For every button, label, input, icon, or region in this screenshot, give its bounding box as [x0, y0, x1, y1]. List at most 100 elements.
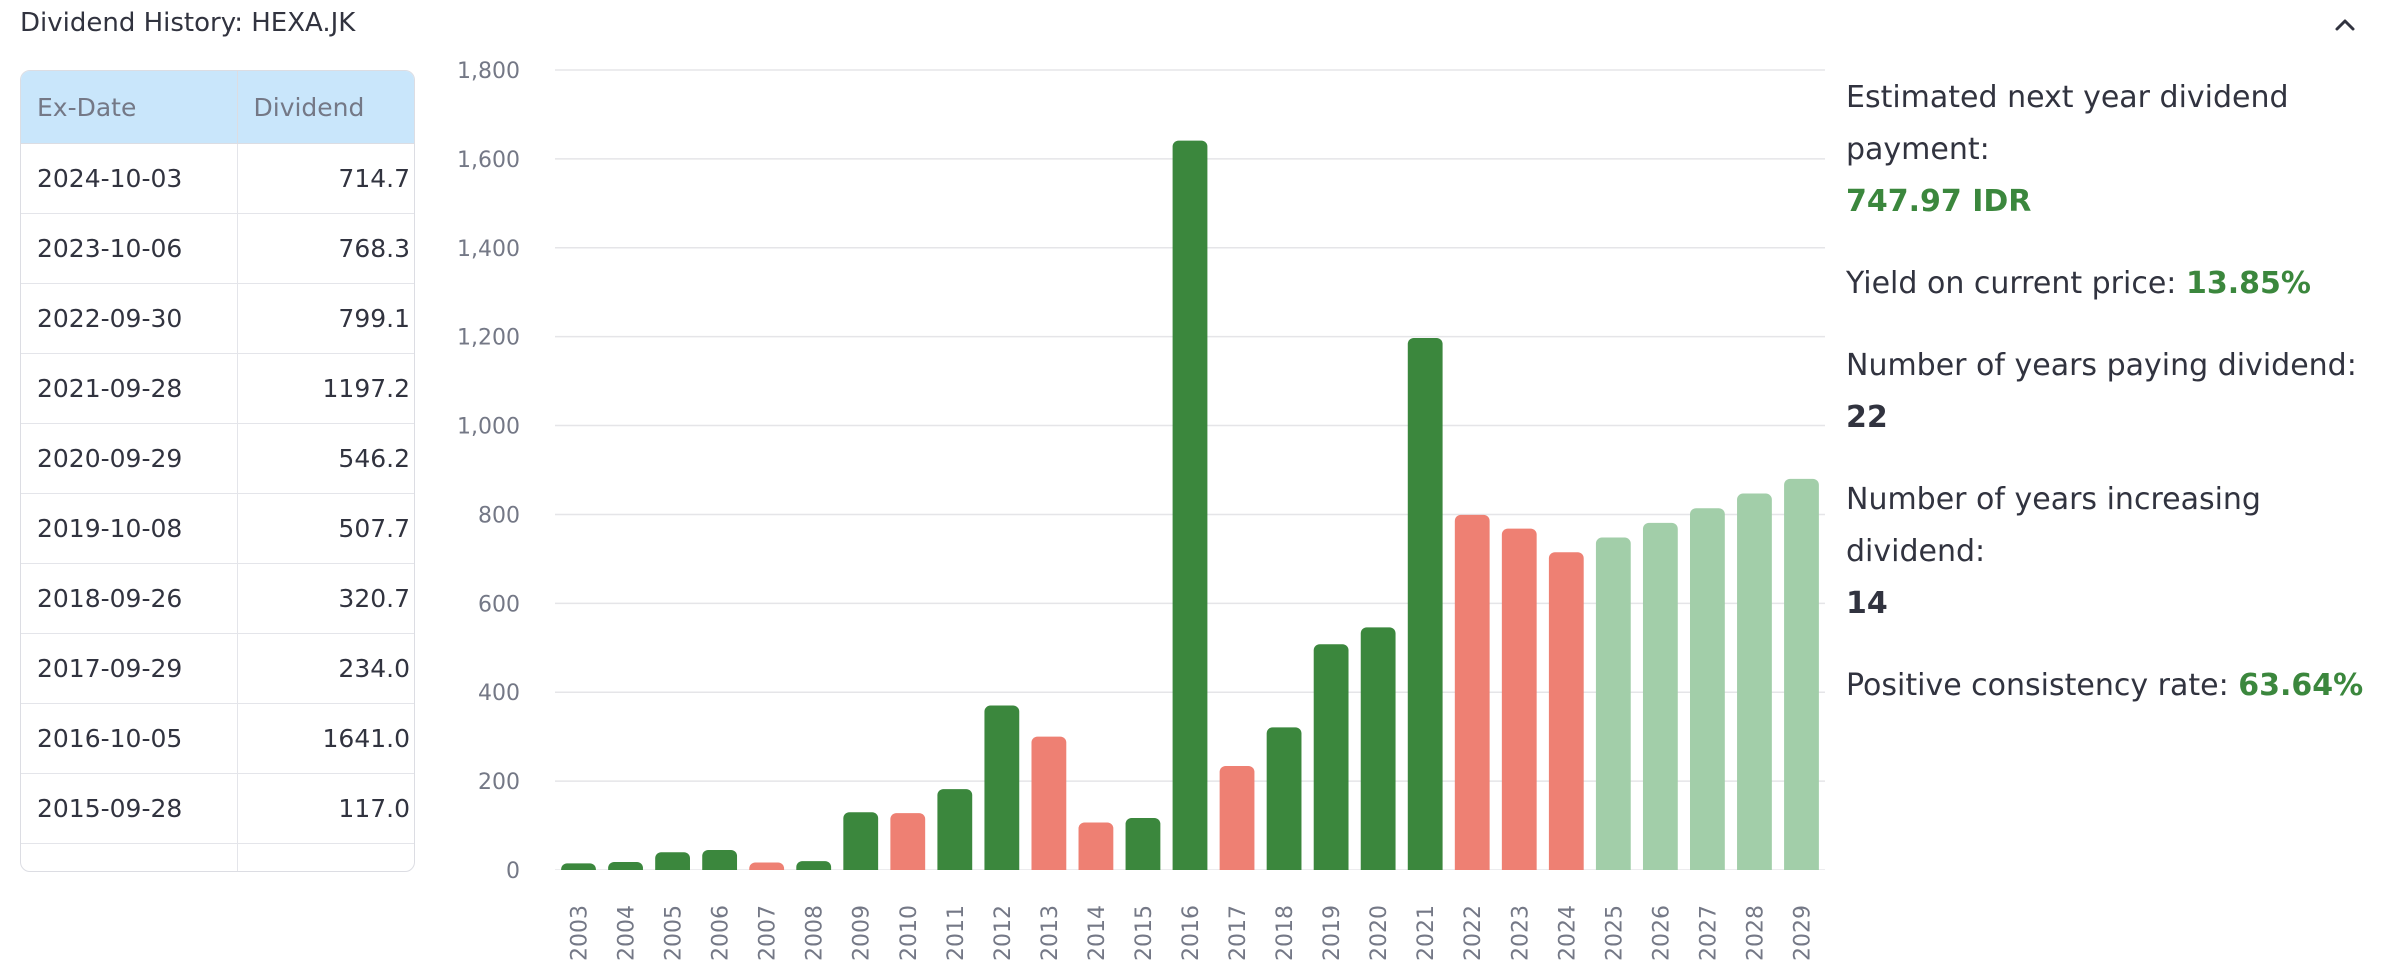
- expander-header[interactable]: Dividend History: HEXA.JK: [0, 0, 2398, 50]
- stat-label: Positive consistency rate:: [1846, 668, 2229, 703]
- cell-dividend[interactable]: 507.7: [237, 493, 414, 564]
- x-tick-label: 2026: [1649, 905, 1674, 961]
- bar-2014[interactable]: [1078, 822, 1114, 876]
- x-tick-label: 2012: [991, 905, 1016, 961]
- stat-consistency: Positive consistency rate: 63.64%: [1846, 660, 2386, 712]
- y-tick-label: 0: [506, 859, 520, 884]
- chevron-up-icon[interactable]: [2330, 10, 2360, 40]
- table-row[interactable]: 2017-09-29 234.0: [21, 633, 414, 704]
- y-tick-label: 1,200: [457, 326, 520, 351]
- cell-ex-date[interactable]: 2019-10-08: [21, 493, 238, 564]
- baseline-mask: [555, 870, 1825, 878]
- x-tick-label: 2023: [1508, 905, 1533, 961]
- bar-2020[interactable]: [1360, 627, 1396, 876]
- table-row[interactable]: 2018-09-26 320.7: [21, 563, 414, 634]
- x-tick-label: 2016: [1179, 905, 1204, 961]
- table-row[interactable]: 2024-10-03 714.7: [21, 143, 414, 214]
- stat-value: 13.85%: [2185, 266, 2311, 301]
- cell-ex-date[interactable]: 2024-10-03: [21, 143, 238, 214]
- cell-ex-date[interactable]: [21, 843, 238, 871]
- cell-dividend[interactable]: 1641.0: [237, 703, 414, 774]
- table-row[interactable]: 2015-09-28 117.0: [21, 773, 414, 844]
- bar-2012[interactable]: [984, 705, 1020, 876]
- cell-ex-date[interactable]: 2023-10-06: [21, 213, 238, 284]
- y-tick-label: 800: [478, 503, 520, 528]
- bar-2017[interactable]: [1219, 766, 1255, 876]
- bar-2026[interactable]: [1642, 522, 1678, 876]
- dividend-stats: Estimated next year dividend payment: 74…: [1846, 72, 2386, 742]
- x-tick-label: 2020: [1367, 905, 1392, 961]
- bar-2023[interactable]: [1501, 528, 1537, 876]
- stat-years-paying: Number of years paying dividend: 22: [1846, 340, 2386, 444]
- bar-2022[interactable]: [1454, 514, 1490, 876]
- cell-dividend[interactable]: 546.2: [237, 423, 414, 494]
- stat-value: 63.64%: [2238, 668, 2364, 703]
- bar-2009[interactable]: [843, 812, 879, 876]
- bar-2016[interactable]: [1172, 140, 1208, 877]
- dividend-bar-chart: 0 200 400 600 800 1,000 1,200 1,400 1,600 1,800 20…: [457, 59, 1825, 961]
- table-row[interactable]: 2021-09-28 1197.2: [21, 353, 414, 424]
- y-tick-label: 1,600: [457, 148, 520, 173]
- table-row[interactable]: 2019-10-08 507.7: [21, 493, 414, 564]
- x-tick-label: 2019: [1320, 905, 1345, 961]
- bar-2024[interactable]: [1548, 552, 1584, 876]
- x-tick-label: 2009: [850, 905, 875, 961]
- y-tick-label: 400: [478, 681, 520, 706]
- cell-ex-date[interactable]: 2021-09-28: [21, 353, 238, 424]
- stat-label: Number of years paying dividend:: [1846, 348, 2357, 383]
- table-row[interactable]: [21, 843, 414, 871]
- x-tick-label: 2010: [897, 905, 922, 961]
- y-tick-label: 1,800: [457, 59, 520, 84]
- bar-2011[interactable]: [937, 789, 973, 876]
- column-header-dividend[interactable]: Dividend: [237, 71, 414, 144]
- bar-2029[interactable]: [1784, 478, 1819, 876]
- bar-2010[interactable]: [890, 813, 926, 876]
- x-tick-label: 2005: [662, 905, 687, 961]
- cell-ex-date[interactable]: 2020-09-29: [21, 423, 238, 494]
- bar-2013[interactable]: [1031, 736, 1067, 876]
- x-tick-label: 2006: [709, 905, 734, 961]
- bar-2028[interactable]: [1737, 493, 1772, 876]
- cell-ex-date[interactable]: 2022-09-30: [21, 283, 238, 354]
- stat-value: 14: [1846, 586, 1888, 621]
- x-tick-label: 2029: [1790, 905, 1815, 961]
- bar-2018[interactable]: [1266, 727, 1302, 876]
- cell-ex-date[interactable]: 2015-09-28: [21, 773, 238, 844]
- x-tick-label: 2024: [1555, 905, 1580, 961]
- cell-dividend[interactable]: 1197.2: [237, 353, 414, 424]
- y-tick-label: 200: [478, 770, 520, 795]
- bar-2019[interactable]: [1313, 644, 1349, 876]
- table-row[interactable]: 2016-10-05 1641.0: [21, 703, 414, 774]
- table-row[interactable]: 2022-09-30 799.1: [21, 283, 414, 354]
- bar-2027[interactable]: [1690, 508, 1725, 876]
- x-tick-label: 2018: [1273, 905, 1298, 961]
- x-tick-label: 2027: [1696, 905, 1721, 961]
- cell-dividend[interactable]: 117.0: [237, 773, 414, 844]
- stat-yield: Yield on current price: 13.85%: [1846, 258, 2386, 310]
- x-tick-label: 2017: [1226, 905, 1251, 961]
- cell-dividend[interactable]: 234.0: [237, 633, 414, 704]
- cell-dividend[interactable]: [237, 843, 414, 871]
- bar-2015[interactable]: [1125, 818, 1161, 876]
- cell-ex-date[interactable]: 2017-09-29: [21, 633, 238, 704]
- cell-dividend[interactable]: 799.1: [237, 283, 414, 354]
- cell-ex-date[interactable]: 2016-10-05: [21, 703, 238, 774]
- column-header-ex-date[interactable]: Ex-Date: [21, 71, 238, 144]
- table-row[interactable]: 2023-10-06 768.3: [21, 213, 414, 284]
- bar-2021[interactable]: [1407, 338, 1443, 876]
- cell-ex-date[interactable]: 2018-09-26: [21, 563, 238, 634]
- stat-next-dividend: Estimated next year dividend payment: 74…: [1846, 72, 2386, 228]
- x-tick-label: 2011: [944, 905, 969, 961]
- dividend-table[interactable]: Ex-Date Dividend 2024-10-03 714.7 2023-10-…: [20, 70, 415, 872]
- table-row[interactable]: 2020-09-29 546.2: [21, 423, 414, 494]
- x-tick-label: 2008: [803, 905, 828, 961]
- y-tick-label: 1,000: [457, 415, 520, 440]
- bar-2025[interactable]: [1595, 537, 1631, 876]
- stat-years-increasing: Number of years increasing dividend: 14: [1846, 474, 2386, 630]
- cell-dividend[interactable]: 714.7: [237, 143, 414, 214]
- x-tick-label: 2004: [615, 905, 640, 961]
- stat-value: 22: [1846, 400, 1888, 435]
- cell-dividend[interactable]: 768.3: [237, 213, 414, 284]
- bar-2006[interactable]: [702, 850, 738, 876]
- cell-dividend[interactable]: 320.7: [237, 563, 414, 634]
